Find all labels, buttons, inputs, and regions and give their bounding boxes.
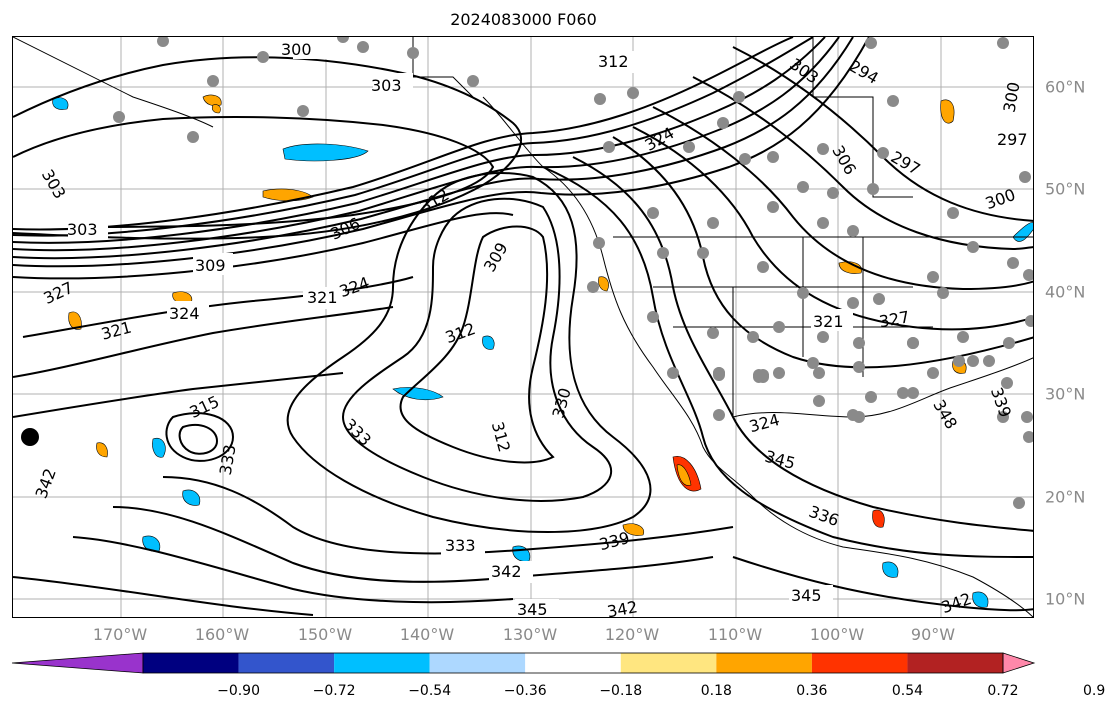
contour-label: 321	[99, 318, 133, 344]
lat-label: 40°N	[1045, 282, 1086, 302]
lon-label: 160°W	[194, 625, 250, 644]
contour-label: 300	[281, 40, 312, 59]
contour-label: 339	[597, 528, 631, 554]
lat-label: 60°N	[1045, 77, 1086, 97]
colorbar-tick-label: 0.72	[987, 683, 1019, 699]
contour-label: 333	[340, 415, 375, 450]
lon-label: 120°W	[604, 625, 660, 644]
contour-label: 342	[939, 589, 974, 617]
contour-label: 297	[888, 147, 924, 179]
lat-label: 50°N	[1045, 179, 1086, 199]
colorbar	[11, 652, 1036, 674]
colorbar-segments	[11, 652, 1036, 674]
colorbar-tick-label: −0.18	[599, 683, 643, 699]
contour-label: 348	[929, 396, 961, 432]
colorbar-segment	[143, 653, 239, 673]
colorbar-tick-label: 0.36	[796, 683, 828, 699]
shaded-patches	[52, 94, 1033, 608]
map-title: 2024083000 F060	[450, 10, 597, 29]
colorbar-tick-label: −0.90	[217, 683, 260, 699]
contour-label: 306	[828, 142, 860, 178]
lon-label: 140°W	[399, 625, 455, 644]
contour-label: 321	[307, 288, 338, 307]
lon-label: 110°W	[707, 625, 763, 644]
contour-label: 312	[488, 420, 514, 454]
lon-label: 130°W	[502, 625, 558, 644]
contours	[13, 37, 1033, 616]
station-markers	[113, 37, 1033, 509]
contour-label: 297	[997, 130, 1028, 149]
colorbar-extend-high	[1002, 652, 1036, 674]
contour-label: 309	[195, 256, 226, 275]
contour-label: 345	[517, 600, 548, 618]
colorbar-tick-label: −0.54	[408, 683, 452, 699]
contour-label: 342	[491, 562, 522, 581]
lon-label: 150°W	[297, 625, 353, 644]
contour-label: 303	[786, 54, 822, 87]
lon-label: 170°W	[92, 625, 148, 644]
contour-label: 333	[216, 443, 240, 476]
colorbar-tick-label: −0.72	[312, 683, 356, 699]
colorbar-segment	[429, 653, 526, 673]
colorbar-segment	[238, 653, 335, 673]
contour-label: 312	[443, 319, 478, 347]
contour-label: 309	[480, 239, 512, 275]
colorbar-segment	[907, 653, 1003, 673]
contour-label: 294	[846, 56, 882, 88]
lat-label: 10°N	[1045, 589, 1086, 609]
contour-label: 345	[791, 586, 822, 605]
contour-label: 345	[763, 447, 797, 473]
lon-label: 100°W	[809, 625, 865, 644]
contour-label: 303	[371, 76, 402, 95]
contour-label: 303	[38, 166, 70, 202]
contour-label: 327	[878, 307, 911, 331]
contour-label: 327	[41, 278, 77, 308]
contour-label: 342	[606, 597, 639, 618]
colorbar-tick-label: 0.18	[700, 683, 732, 699]
contour-label: 324	[337, 273, 372, 301]
map-canvas: 300 303 312 303 294 300 297 324 306 297 …	[13, 37, 1033, 618]
contour-label: 333	[445, 536, 476, 555]
colorbar-extend-low	[11, 652, 144, 674]
storm-center-marker	[21, 428, 39, 446]
contour-label: 300	[1000, 81, 1024, 114]
lon-label: 90°W	[910, 625, 956, 644]
contour-label: 336	[806, 502, 841, 530]
colorbar-segment	[525, 653, 621, 673]
contour-label: 324	[169, 304, 200, 323]
contour-label: 330	[549, 386, 575, 420]
contour-labels: 300 303 312 303 294 300 297 324 306 297 …	[32, 37, 1033, 618]
colorbar-segment	[716, 653, 812, 673]
contour-label: 321	[813, 312, 844, 331]
map-panel[interactable]: 300 303 312 303 294 300 297 324 306 297 …	[12, 36, 1034, 618]
colorbar-tick-label: 0.90	[1082, 683, 1105, 699]
colorbar-outline	[142, 652, 1004, 674]
contour-label: 303	[67, 220, 98, 239]
contour-label: 339	[987, 385, 1015, 420]
colorbar-segment	[334, 653, 430, 673]
lat-label: 30°N	[1045, 384, 1086, 404]
contour-label: 342	[32, 466, 60, 501]
colorbar-tick-label: −0.36	[503, 683, 547, 699]
colorbar-segment	[620, 653, 717, 673]
lat-label: 20°N	[1045, 487, 1086, 507]
contour-label: 312	[598, 52, 629, 71]
colorbar-tick-label: 0.54	[891, 683, 924, 699]
colorbar-segment	[811, 653, 908, 673]
